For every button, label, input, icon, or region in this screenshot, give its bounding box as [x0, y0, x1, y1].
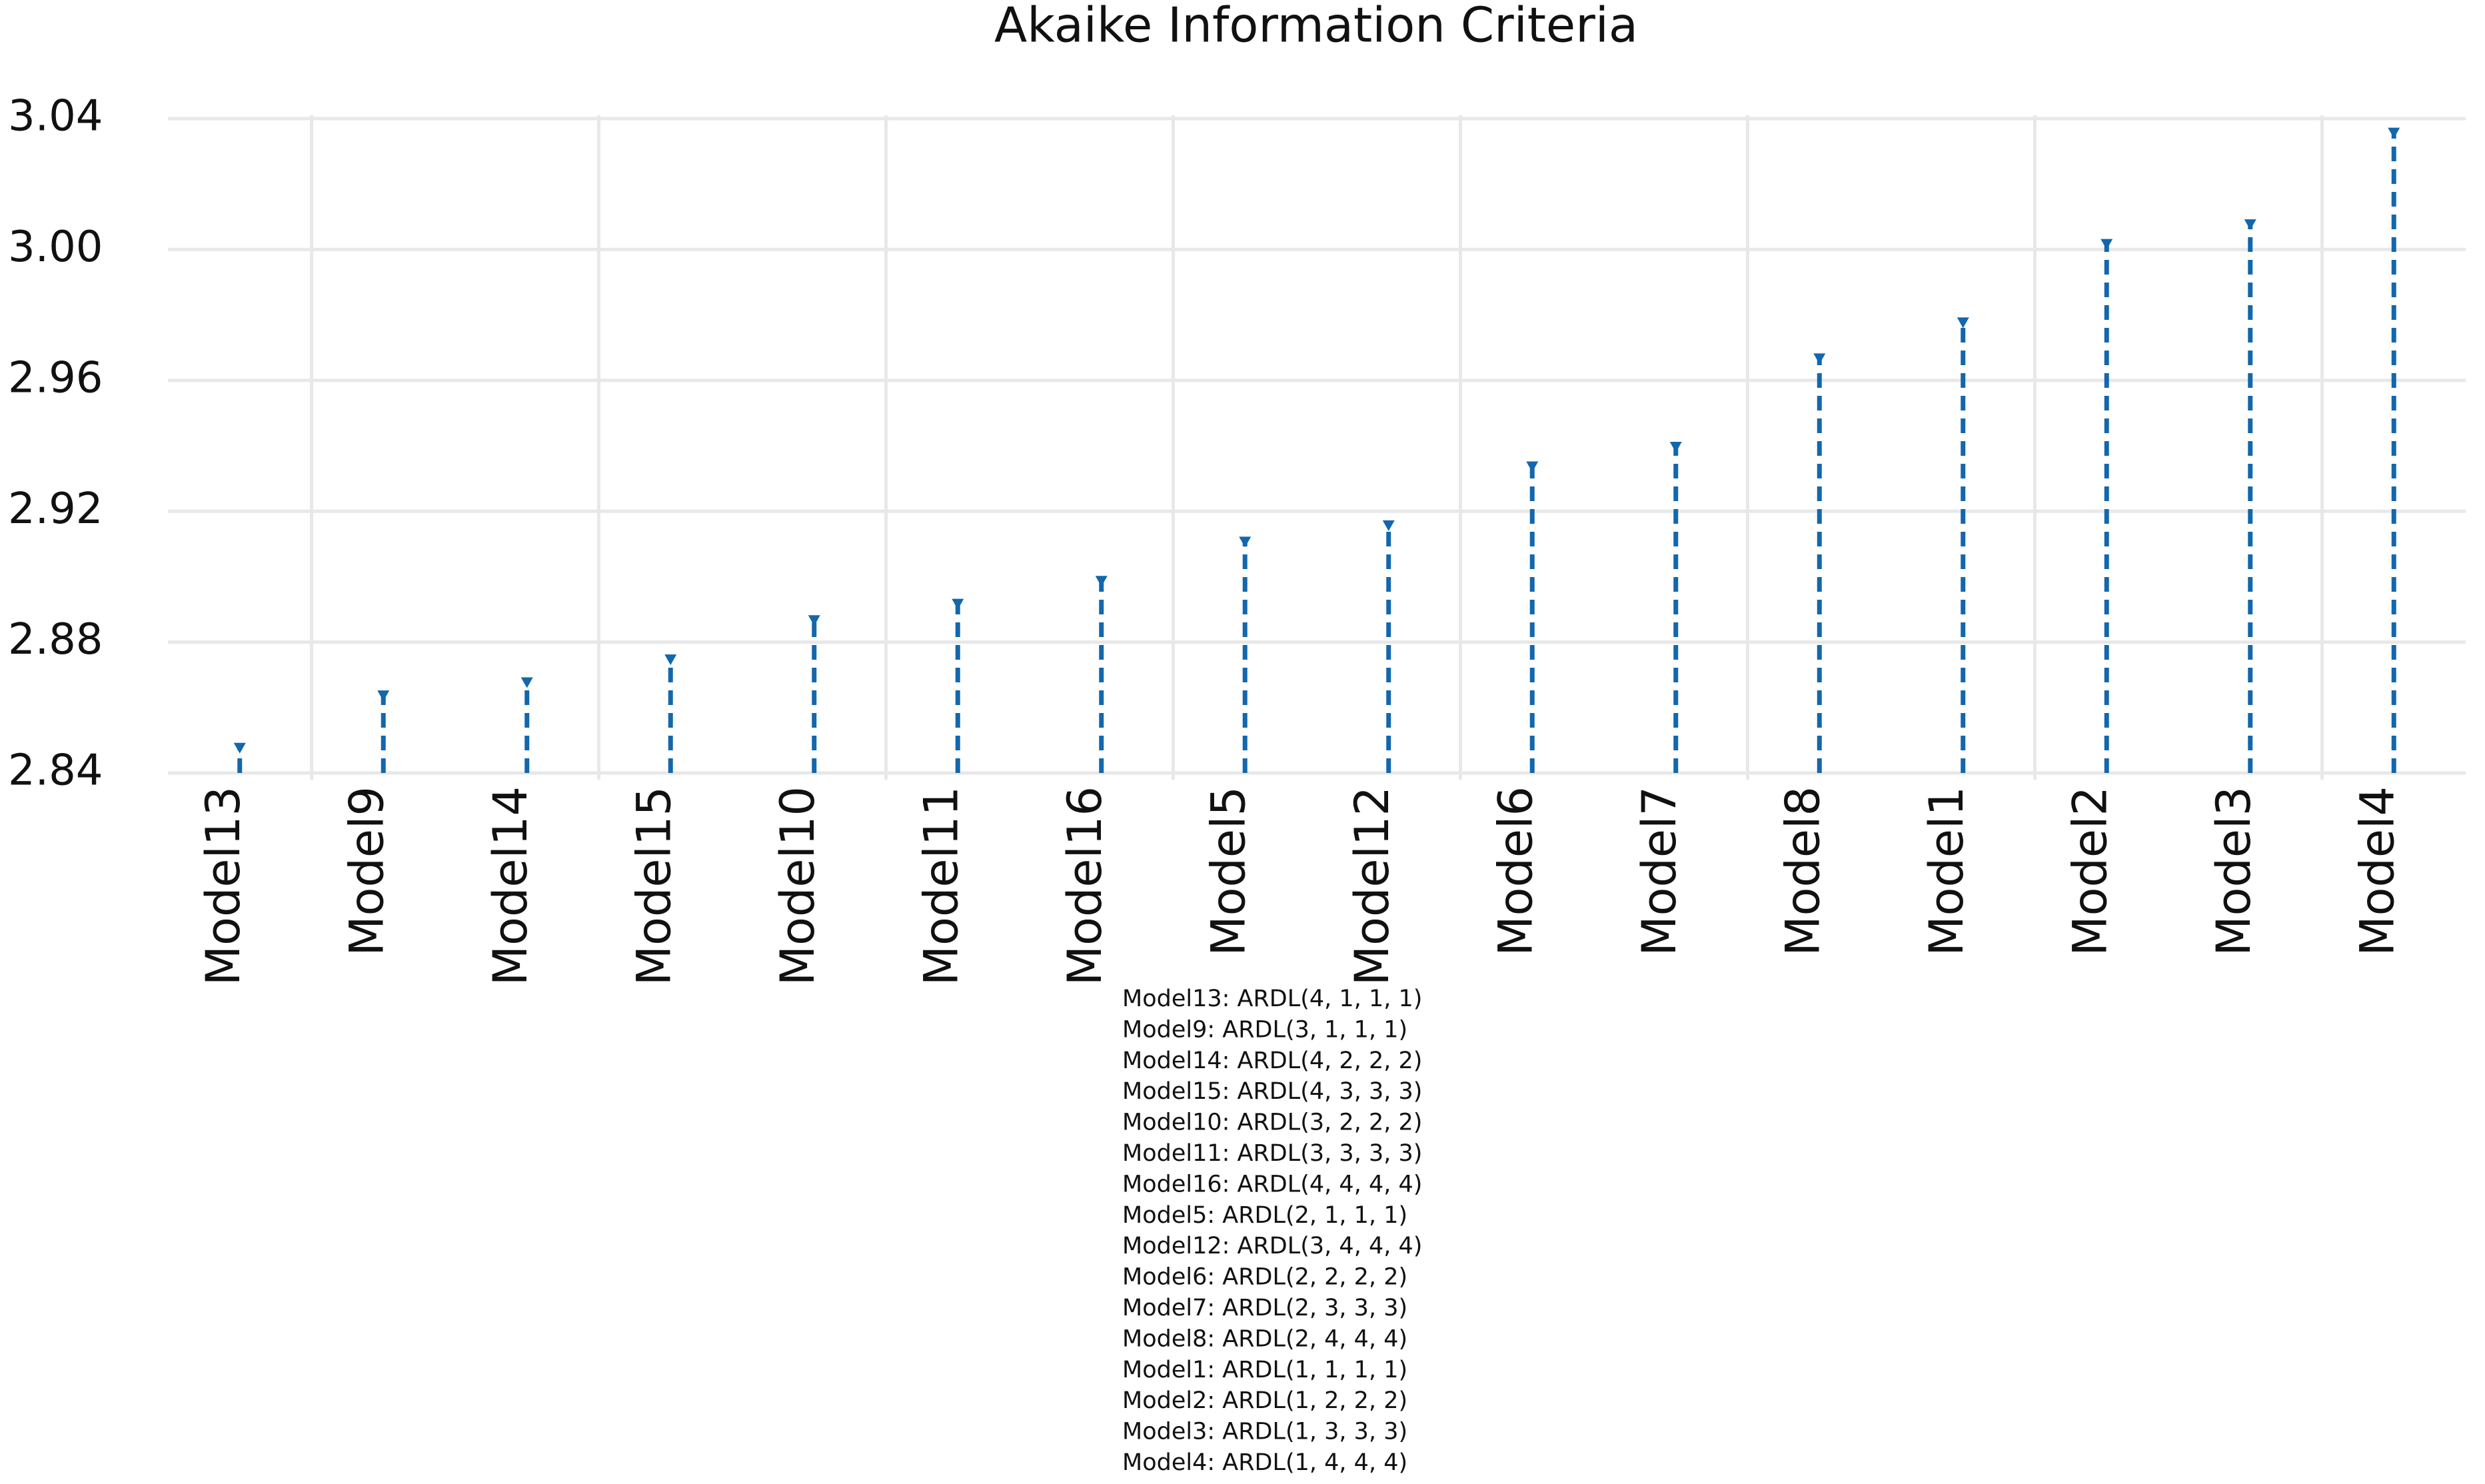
- marker: [377, 690, 390, 702]
- marker: [2244, 219, 2256, 231]
- note: Model7: ARDL(2, 3, 3, 3): [1122, 1295, 1407, 1321]
- note: Model14: ARDL(4, 2, 2, 2): [1122, 1048, 1422, 1074]
- lollipop: [2100, 239, 2113, 773]
- lollipop: [952, 598, 964, 773]
- y-tick-label: 3.04: [8, 92, 103, 141]
- marker: [1095, 576, 1108, 587]
- marker: [808, 615, 820, 626]
- marker: [520, 677, 533, 688]
- x-tick-label: Model6: [1488, 786, 1543, 956]
- y-tick-label: 2.92: [8, 484, 103, 534]
- lollipop: [664, 654, 677, 773]
- note: Model15: ARDL(4, 3, 3, 3): [1122, 1078, 1422, 1105]
- note: Model3: ARDL(1, 3, 3, 3): [1122, 1419, 1407, 1445]
- x-tick-label: Model13: [196, 786, 251, 986]
- note: Model6: ARDL(2, 2, 2, 2): [1122, 1264, 1407, 1291]
- lollipop: [1526, 461, 1539, 773]
- note: Model13: ARDL(4, 1, 1, 1): [1122, 986, 1422, 1012]
- lollipop: [1669, 442, 1682, 773]
- note: Model5: ARDL(2, 1, 1, 1): [1122, 1202, 1407, 1229]
- marker: [1813, 353, 1826, 365]
- lollipop: [2244, 219, 2256, 773]
- x-tick-label: Model7: [1632, 786, 1687, 956]
- x-tick-label: Model2: [2063, 786, 2117, 956]
- lollipop: [1239, 536, 1251, 773]
- note: Model16: ARDL(4, 4, 4, 4): [1122, 1171, 1422, 1197]
- marker: [1382, 520, 1395, 531]
- x-tick-label: Model9: [339, 786, 394, 956]
- chart-title: Akaike Information Criteria: [994, 0, 1638, 53]
- x-tick-label: Model15: [626, 786, 681, 986]
- y-tick-label: 2.88: [8, 615, 103, 664]
- marker: [1957, 317, 1969, 329]
- x-tick-label: Model5: [1201, 786, 1255, 956]
- x-tick-label: Model16: [1058, 786, 1112, 986]
- x-tick-label: Model12: [1345, 786, 1399, 986]
- x-tick-label: Model14: [483, 786, 538, 986]
- x-tick-label: Model1: [1919, 786, 1974, 956]
- note: Model1: ARDL(1, 1, 1, 1): [1122, 1357, 1407, 1383]
- marker: [2100, 239, 2113, 250]
- marker: [1669, 442, 1682, 452]
- marker: [952, 598, 964, 610]
- x-tick-label: Model3: [2206, 786, 2261, 956]
- y-tick-label: 3.00: [8, 223, 103, 272]
- note: Model2: ARDL(1, 2, 2, 2): [1122, 1387, 1407, 1414]
- y-tick-label: 2.84: [8, 746, 103, 796]
- note: Model10: ARDL(3, 2, 2, 2): [1122, 1110, 1422, 1136]
- note: Model4: ARDL(1, 4, 4, 4): [1122, 1449, 1407, 1476]
- lollipop: [1095, 576, 1108, 773]
- marker: [2388, 127, 2400, 139]
- marker: [1526, 461, 1539, 472]
- x-tick-label: Model11: [914, 786, 968, 986]
- lollipop: [1382, 520, 1395, 773]
- note: Model11: ARDL(3, 3, 3, 3): [1122, 1140, 1422, 1167]
- y-tick-label: 2.96: [8, 353, 103, 402]
- lollipop: [808, 615, 820, 773]
- marker: [664, 654, 677, 666]
- note: Model12: ARDL(3, 4, 4, 4): [1122, 1233, 1422, 1259]
- x-tick-label: Model8: [1775, 786, 1830, 956]
- marker: [1239, 536, 1251, 548]
- lollipop: [377, 690, 390, 773]
- note: Model9: ARDL(3, 1, 1, 1): [1122, 1016, 1407, 1043]
- marker: [233, 742, 246, 754]
- lollipop: [1813, 353, 1826, 773]
- note: Model8: ARDL(2, 4, 4, 4): [1122, 1325, 1407, 1352]
- lollipop: [2388, 127, 2400, 773]
- lollipop: [1957, 317, 1969, 773]
- lollipop: [520, 677, 533, 773]
- lollipop: [233, 742, 246, 773]
- x-tick-label: Model10: [770, 786, 825, 986]
- x-tick-label: Model4: [2350, 786, 2404, 956]
